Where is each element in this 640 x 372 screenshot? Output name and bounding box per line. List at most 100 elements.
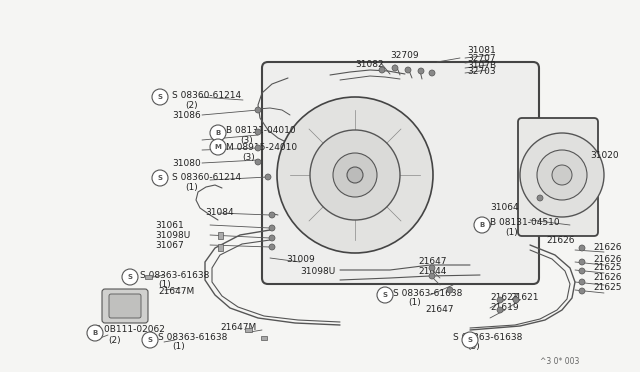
Circle shape (265, 174, 271, 180)
Text: 21647M: 21647M (220, 324, 256, 333)
Text: B: B (479, 222, 484, 228)
Text: 31020: 31020 (590, 151, 619, 160)
Circle shape (429, 273, 435, 279)
Text: 31067: 31067 (155, 241, 184, 250)
FancyBboxPatch shape (518, 118, 598, 236)
Circle shape (537, 150, 587, 200)
Circle shape (87, 325, 103, 341)
Text: B 0B111-02062: B 0B111-02062 (95, 326, 165, 334)
Text: 31098U: 31098U (155, 231, 190, 240)
Circle shape (379, 67, 385, 73)
Text: 31084: 31084 (205, 208, 234, 217)
Text: 31098U: 31098U (300, 267, 335, 276)
Text: 21621: 21621 (510, 294, 538, 302)
Circle shape (497, 307, 503, 313)
Text: B: B (216, 130, 221, 136)
Text: S: S (147, 337, 152, 343)
Text: (1): (1) (505, 228, 518, 237)
Text: S: S (467, 337, 472, 343)
Circle shape (579, 268, 585, 274)
Circle shape (210, 125, 226, 141)
Circle shape (255, 107, 261, 113)
Circle shape (462, 332, 478, 348)
Circle shape (579, 259, 585, 265)
Text: ^3 0* 003: ^3 0* 003 (540, 357, 579, 366)
Circle shape (310, 130, 400, 220)
Text: (1): (1) (185, 183, 198, 192)
Text: 31061: 31061 (155, 221, 184, 230)
Text: M 08915-24010: M 08915-24010 (226, 142, 297, 151)
Circle shape (277, 97, 433, 253)
Bar (218, 244, 223, 250)
Circle shape (210, 139, 226, 155)
Text: (3): (3) (240, 135, 253, 144)
Circle shape (392, 65, 398, 71)
Circle shape (537, 195, 543, 201)
Text: 32703: 32703 (467, 67, 495, 76)
Text: (2): (2) (185, 100, 198, 109)
Text: S 08360-61214: S 08360-61214 (172, 173, 241, 182)
Circle shape (418, 68, 424, 74)
Circle shape (377, 287, 393, 303)
Text: S 08360-61214: S 08360-61214 (172, 90, 241, 99)
Text: 31042: 31042 (115, 304, 143, 312)
Text: (3): (3) (242, 153, 255, 161)
Text: 21626: 21626 (593, 256, 621, 264)
Circle shape (513, 297, 519, 303)
Text: 31081: 31081 (467, 45, 496, 55)
Circle shape (497, 297, 503, 303)
Circle shape (520, 133, 604, 217)
Circle shape (333, 153, 377, 197)
Bar (218, 231, 223, 238)
Text: S 08363-61638: S 08363-61638 (158, 333, 227, 341)
Text: S 08363-61638: S 08363-61638 (140, 270, 209, 279)
FancyBboxPatch shape (262, 62, 539, 284)
Text: B: B (92, 330, 98, 336)
Text: S 08363-61638: S 08363-61638 (393, 289, 462, 298)
Text: 21626: 21626 (593, 244, 621, 253)
Circle shape (255, 129, 261, 135)
Text: 21626: 21626 (546, 235, 575, 244)
Bar (244, 328, 252, 332)
Circle shape (405, 67, 411, 73)
Circle shape (269, 212, 275, 218)
Circle shape (429, 265, 435, 271)
Text: M: M (214, 144, 221, 150)
Text: (1): (1) (408, 298, 420, 308)
Text: (2): (2) (108, 336, 120, 344)
Circle shape (269, 225, 275, 231)
Circle shape (447, 287, 453, 293)
Text: S: S (383, 292, 387, 298)
Text: 21647: 21647 (418, 257, 447, 266)
Circle shape (255, 159, 261, 165)
Text: 21623: 21623 (490, 294, 518, 302)
Circle shape (579, 279, 585, 285)
Text: S: S (157, 94, 163, 100)
FancyBboxPatch shape (109, 294, 141, 318)
Text: 21626: 21626 (593, 273, 621, 282)
Circle shape (122, 269, 138, 285)
Text: 31009: 31009 (286, 256, 315, 264)
Bar (145, 275, 152, 279)
Circle shape (552, 165, 572, 185)
Text: 32707: 32707 (467, 54, 495, 62)
Text: 21625: 21625 (593, 263, 621, 273)
Text: S: S (127, 274, 132, 280)
Circle shape (269, 235, 275, 241)
Text: (3): (3) (467, 343, 480, 352)
Text: B 08131-04010: B 08131-04010 (226, 125, 296, 135)
Text: 31082: 31082 (355, 60, 383, 68)
Text: 21647M: 21647M (158, 286, 195, 295)
Circle shape (429, 70, 435, 76)
Text: 21625: 21625 (593, 282, 621, 292)
Text: B 08131-04510: B 08131-04510 (490, 218, 559, 227)
Circle shape (152, 170, 168, 186)
Circle shape (347, 167, 363, 183)
Circle shape (579, 245, 585, 251)
Bar (261, 336, 267, 340)
FancyBboxPatch shape (102, 289, 148, 323)
Text: 21647: 21647 (425, 305, 454, 314)
Text: S: S (157, 175, 163, 181)
Text: 3107B: 3107B (467, 61, 496, 70)
Circle shape (474, 217, 490, 233)
